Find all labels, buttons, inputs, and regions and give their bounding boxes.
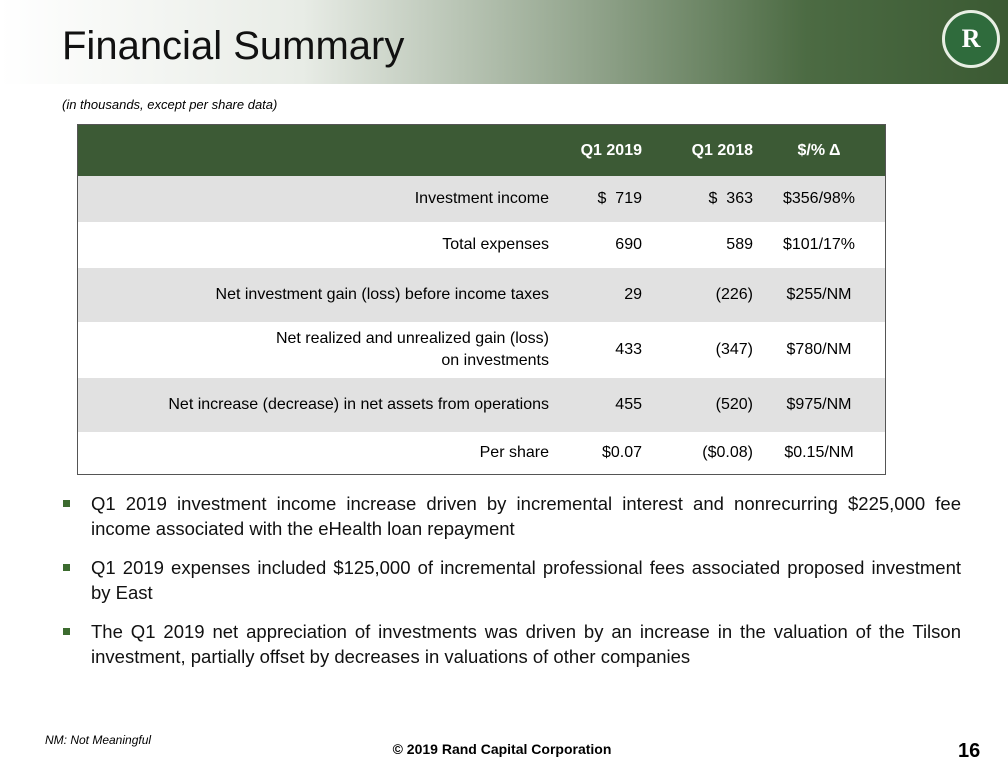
cell-value: 433 xyxy=(615,341,642,358)
bullet-text: Q1 2019 expenses included $125,000 of in… xyxy=(91,557,961,603)
subtitle: (in thousands, except per share data) xyxy=(62,97,278,112)
cell-value: (520) xyxy=(715,396,753,413)
bullet: Q1 2019 investment income increase drive… xyxy=(63,491,963,541)
bullet-marker xyxy=(63,564,70,571)
column-header: Q1 2019 xyxy=(580,141,642,159)
row-label: Net increase (decrease) in net assets fr… xyxy=(168,396,549,413)
bullet-text: Q1 2019 investment income increase drive… xyxy=(91,493,961,539)
table-row: Investment income $ 719 $ 363 $356/98% xyxy=(78,176,885,222)
cell-value: $ 719 xyxy=(597,190,642,207)
table-row: Per share $0.07 ($0.08) $0.15/NM xyxy=(78,432,885,474)
cell-value: $255/NM xyxy=(786,286,852,303)
header-row: Q1 2019 Q1 2018 $/% Δ xyxy=(78,125,885,176)
bullet-list: Q1 2019 investment income increase drive… xyxy=(63,491,963,683)
column-header: $/% Δ xyxy=(797,141,841,159)
column-header: Q1 2018 xyxy=(691,141,753,159)
cell-value: (226) xyxy=(715,286,753,303)
logo: R xyxy=(942,10,1000,68)
bullet-text: The Q1 2019 net appreciation of investme… xyxy=(91,621,961,667)
bullet-marker xyxy=(63,628,70,635)
table-row: Total expenses 690 589 $101/17% xyxy=(78,222,885,268)
table: Q1 2019 Q1 2018 $/% Δ Investment income $ 71… xyxy=(77,124,886,475)
cell-value: 690 xyxy=(615,236,642,253)
bullet: Q1 2019 expenses included $125,000 of in… xyxy=(63,555,963,605)
cell-value: $780/NM xyxy=(786,341,852,358)
bullet-marker xyxy=(63,500,70,507)
cell-value: $ 363 xyxy=(708,190,753,207)
row-label: Investment income xyxy=(414,190,549,207)
table-row: Net realized and unrealized gain (loss) … xyxy=(78,322,885,378)
row-label: Per share xyxy=(479,444,549,461)
table-row: Net investment gain (loss) before income… xyxy=(78,268,885,322)
cell-value: $356/98% xyxy=(782,190,856,207)
header-band xyxy=(0,0,1008,84)
cell-value: (347) xyxy=(715,341,753,358)
title: Financial Summary xyxy=(62,24,405,68)
cell-value: $101/17% xyxy=(782,236,856,253)
cell-value: $0.07 xyxy=(601,444,642,461)
footer: © 2019 Rand Capital Corporation xyxy=(392,741,612,757)
cell-value: ($0.08) xyxy=(702,444,753,461)
cell-value: $975/NM xyxy=(786,396,852,413)
row-label: Net realized and unrealized gain (loss) … xyxy=(275,330,549,369)
footnote: NM: Not Meaningful xyxy=(45,733,152,747)
bullet: The Q1 2019 net appreciation of investme… xyxy=(63,619,963,669)
cell-value: 455 xyxy=(615,396,642,413)
row-label: Total expenses xyxy=(442,236,549,253)
cell-value: 29 xyxy=(624,286,642,303)
cell-value: $0.15/NM xyxy=(784,444,854,461)
row-label: Net investment gain (loss) before income… xyxy=(215,286,549,303)
cell-value: 589 xyxy=(726,236,753,253)
page-number: 16 xyxy=(958,740,981,762)
table-row: Net increase (decrease) in net assets fr… xyxy=(78,378,885,432)
